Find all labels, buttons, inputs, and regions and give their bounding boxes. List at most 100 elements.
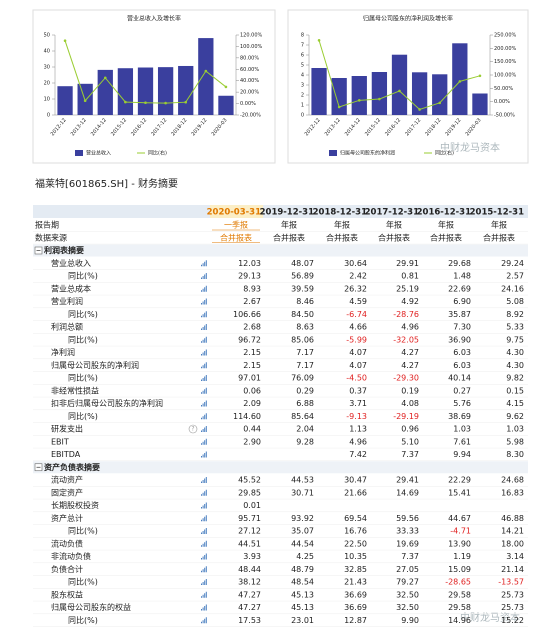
chart-icon bbox=[201, 583, 202, 585]
y-tick-label: 6 bbox=[301, 53, 304, 59]
row-label: 利润总额 bbox=[51, 322, 83, 332]
cell: 7.42 bbox=[349, 450, 367, 459]
cell: 2.67 bbox=[243, 297, 261, 306]
chart-icon bbox=[201, 558, 202, 560]
chart-icon bbox=[201, 264, 202, 267]
cell: 年报 bbox=[491, 220, 507, 230]
cell: 7.37 bbox=[401, 450, 419, 459]
chart-icon bbox=[202, 301, 204, 305]
cell: 45.13 bbox=[291, 590, 314, 599]
chart-icon bbox=[202, 518, 204, 522]
y2-tick-label: 200.00% bbox=[494, 46, 516, 52]
row-label: 固定资产 bbox=[51, 487, 83, 497]
bar bbox=[472, 93, 488, 115]
cell: -28.65 bbox=[445, 578, 471, 587]
chart-icon bbox=[204, 338, 206, 343]
cell: 7.17 bbox=[296, 348, 314, 357]
y-tick-label: 3 bbox=[301, 83, 304, 89]
chart-icon bbox=[201, 596, 202, 598]
chart-icon bbox=[202, 288, 204, 292]
chart-icon bbox=[201, 430, 202, 432]
row-label: 营业利润 bbox=[51, 296, 83, 306]
bar bbox=[371, 72, 388, 115]
cell: 0.19 bbox=[401, 386, 419, 395]
cell: 0.96 bbox=[401, 425, 419, 434]
chart-icon bbox=[202, 454, 204, 458]
chart-icon bbox=[205, 260, 207, 267]
cell: 29.24 bbox=[501, 259, 524, 268]
cell: 15.22 bbox=[501, 616, 524, 625]
cell: 6.88 bbox=[296, 399, 314, 408]
chart-icon bbox=[202, 556, 204, 560]
cell: 29.85 bbox=[238, 488, 261, 497]
cell: 7.61 bbox=[453, 437, 471, 446]
chart-icon bbox=[204, 261, 206, 267]
cell: 1.13 bbox=[349, 425, 367, 434]
cell: 合并报表 bbox=[220, 232, 252, 242]
row-label: 同比(%) bbox=[68, 373, 98, 383]
cell: 29.58 bbox=[448, 603, 471, 612]
cell: 97.01 bbox=[238, 374, 261, 383]
chart-panel bbox=[32, 9, 276, 164]
row-label: EBITDA bbox=[51, 450, 81, 459]
y2-tick-label: 40.00% bbox=[240, 78, 259, 84]
bar bbox=[198, 38, 214, 116]
row-label: 同比(%) bbox=[68, 271, 98, 281]
chart-icon bbox=[202, 620, 204, 624]
row-label: 非流动负债 bbox=[51, 551, 91, 561]
legend-label: 营业总收入 bbox=[86, 150, 111, 157]
chart-icon bbox=[205, 413, 207, 420]
chart-icon bbox=[205, 273, 207, 279]
cell: 4.27 bbox=[401, 361, 419, 370]
bar bbox=[178, 65, 194, 115]
chart-icon bbox=[204, 478, 206, 483]
y-tick-label: 20 bbox=[44, 81, 50, 87]
cell: 2.09 bbox=[243, 399, 261, 408]
cell: 29.91 bbox=[396, 259, 419, 268]
y2-tick-label: -50.00% bbox=[494, 113, 515, 119]
row-label: 报告期 bbox=[35, 220, 59, 230]
cell: 10.35 bbox=[344, 552, 367, 561]
chart-icon bbox=[204, 555, 206, 560]
row-label: 扣非后归属母公司股东的净利润 bbox=[51, 398, 163, 408]
row-label: 营业总收入 bbox=[51, 258, 91, 268]
chart-icon bbox=[201, 532, 202, 534]
row-label: 资产总计 bbox=[51, 513, 83, 523]
cell: 44.54 bbox=[291, 539, 314, 548]
chart-icon bbox=[205, 489, 207, 496]
chart-icon bbox=[204, 274, 206, 279]
cell: 21.66 bbox=[344, 488, 367, 497]
chart-icon bbox=[201, 570, 202, 573]
table-title: 福莱特[601865.SH] - 财务摘要 bbox=[35, 177, 178, 190]
cell: 5.33 bbox=[506, 323, 524, 332]
chart-icon bbox=[205, 604, 207, 611]
cell: 12.87 bbox=[344, 616, 367, 625]
chart-panel bbox=[287, 9, 529, 164]
cell: 4.96 bbox=[401, 323, 419, 332]
cell: 85.06 bbox=[291, 335, 314, 344]
chart-icon bbox=[201, 609, 202, 611]
cell: 9.94 bbox=[453, 450, 471, 459]
y2-tick-label: 50.00% bbox=[494, 86, 513, 92]
y2-tick-label: 100.00% bbox=[240, 44, 262, 50]
y-tick-label: 5 bbox=[301, 63, 304, 69]
cell: 56.89 bbox=[291, 272, 314, 281]
cell: 19.69 bbox=[396, 539, 419, 548]
cell: 12.03 bbox=[238, 259, 261, 268]
chart-icon bbox=[204, 300, 206, 305]
bar bbox=[432, 74, 448, 115]
series-line bbox=[64, 40, 227, 104]
chart-icon bbox=[205, 451, 207, 458]
cell: -28.76 bbox=[393, 310, 419, 319]
cell: 7.30 bbox=[453, 323, 471, 332]
legend-swatch bbox=[329, 150, 337, 156]
chart-icon bbox=[204, 325, 206, 330]
cell: 年报 bbox=[334, 220, 350, 230]
chart-icon bbox=[205, 502, 207, 509]
chart-icon bbox=[201, 354, 202, 356]
cell: 18.00 bbox=[501, 539, 524, 548]
cell: 7.37 bbox=[401, 552, 419, 561]
row-label: 流动资产 bbox=[51, 475, 83, 485]
cell: 0.15 bbox=[506, 386, 524, 395]
